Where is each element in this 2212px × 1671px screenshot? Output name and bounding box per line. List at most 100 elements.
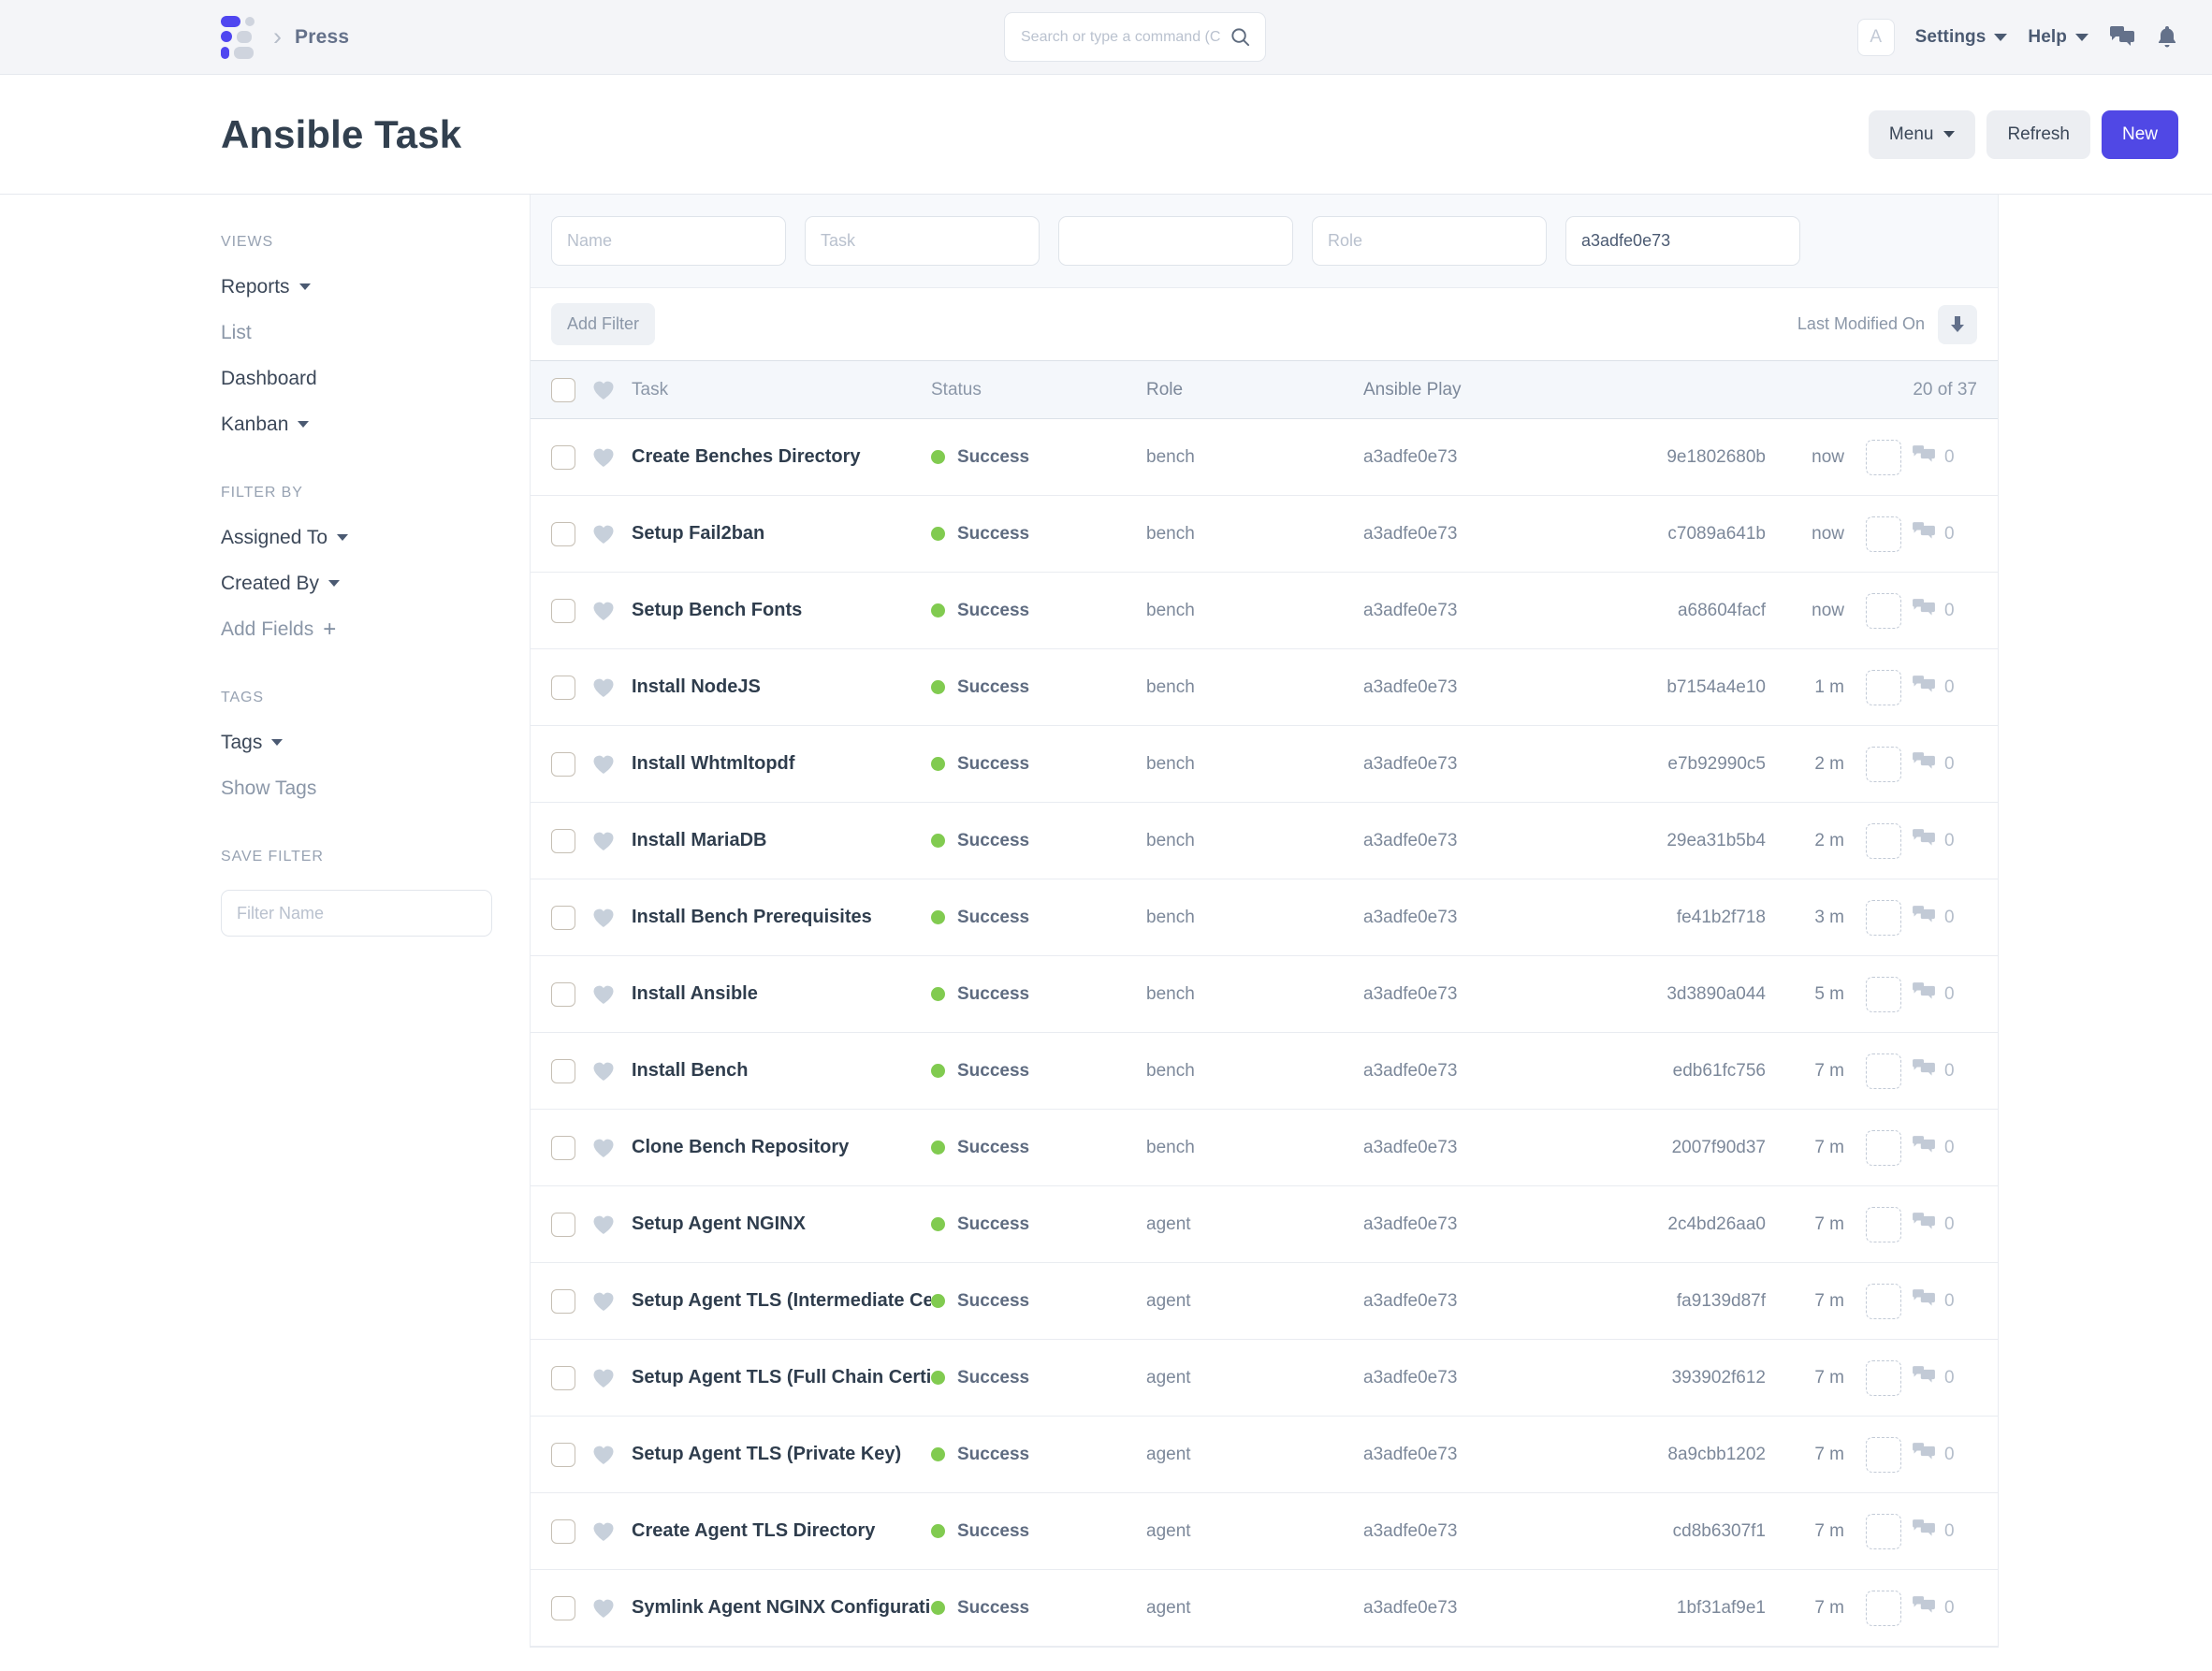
row-task-cell[interactable]: Setup Fail2ban: [632, 523, 931, 545]
table-row[interactable]: Symlink Agent NGINX Configuration Success…: [531, 1570, 1998, 1647]
row-task-name[interactable]: Install NodeJS: [632, 676, 761, 697]
row-task-name[interactable]: Install Bench Prerequisites: [632, 907, 872, 927]
row-comments-cell[interactable]: 0: [1912, 981, 1977, 1007]
heart-icon[interactable]: [592, 984, 632, 1005]
row-checkbox[interactable]: [551, 598, 575, 623]
row-task-cell[interactable]: Setup Agent NGINX: [632, 1213, 931, 1235]
row-checkbox[interactable]: [551, 751, 575, 777]
row-id[interactable]: fa9139d87f: [1676, 1290, 1766, 1311]
table-row[interactable]: Setup Agent TLS (Intermediate Certificat…: [531, 1263, 1998, 1340]
row-id[interactable]: cd8b6307f1: [1672, 1520, 1766, 1541]
row-task-name[interactable]: Create Benches Directory: [632, 446, 861, 467]
row-task-cell[interactable]: Symlink Agent NGINX Configuration: [632, 1597, 931, 1619]
heart-icon[interactable]: [592, 1214, 632, 1235]
row-id[interactable]: 8a9cbb1202: [1667, 1444, 1766, 1464]
avatar-placeholder-icon[interactable]: [1866, 1129, 1901, 1166]
table-row[interactable]: Install Ansible Success bench a3adfe0e73 3d3…: [531, 956, 1998, 1033]
row-task-name[interactable]: Install MariaDB: [632, 830, 767, 850]
row-task-cell[interactable]: Setup Agent TLS (Intermediate Certificat…: [632, 1290, 931, 1312]
row-assignee-cell[interactable]: [1855, 822, 1912, 859]
row-comments-cell[interactable]: 0: [1912, 751, 1977, 777]
search-input[interactable]: [1004, 12, 1266, 62]
table-row[interactable]: Create Agent TLS Directory Success agent a3…: [531, 1493, 1998, 1570]
row-ansible-play[interactable]: a3adfe0e73: [1363, 600, 1458, 620]
row-task-cell[interactable]: Setup Agent TLS (Private Key): [632, 1444, 931, 1465]
row-comments-cell[interactable]: 0: [1912, 1135, 1977, 1160]
row-assignee-cell[interactable]: [1855, 516, 1912, 552]
header-role[interactable]: Role: [1146, 379, 1184, 400]
row-comments-cell[interactable]: 0: [1912, 1212, 1977, 1237]
avatar-placeholder-icon[interactable]: [1866, 516, 1901, 552]
row-id[interactable]: b7154a4e10: [1666, 676, 1766, 697]
avatar-placeholder-icon[interactable]: [1866, 976, 1901, 1012]
row-comments-cell[interactable]: 0: [1912, 1288, 1977, 1314]
row-task-name[interactable]: Install Ansible: [632, 983, 758, 1004]
avatar-placeholder-icon[interactable]: [1866, 439, 1901, 475]
row-comments-cell[interactable]: 0: [1912, 1518, 1977, 1544]
sidebar-show-tags[interactable]: Show Tags: [221, 777, 317, 799]
table-row[interactable]: Create Benches Directory Success bench a3ad…: [531, 419, 1998, 496]
row-assignee-cell[interactable]: [1855, 1206, 1912, 1242]
row-ansible-play[interactable]: a3adfe0e73: [1363, 1137, 1458, 1157]
table-row[interactable]: Setup Bench Fonts Success bench a3adfe0e73 a…: [531, 573, 1998, 649]
refresh-button[interactable]: Refresh: [1986, 109, 2090, 159]
table-row[interactable]: Setup Agent NGINX Success agent a3adfe0e73 2…: [531, 1186, 1998, 1263]
row-id[interactable]: c7089a641b: [1667, 523, 1766, 544]
row-task-name[interactable]: Setup Agent TLS (Full Chain Certificate): [632, 1367, 931, 1388]
row-assignee-cell[interactable]: [1855, 439, 1912, 475]
table-row[interactable]: Setup Agent TLS (Private Key) Success agen…: [531, 1417, 1998, 1493]
heart-icon[interactable]: [592, 1521, 632, 1542]
avatar-placeholder-icon[interactable]: [1866, 746, 1901, 782]
row-ansible-play[interactable]: a3adfe0e73: [1363, 1213, 1458, 1234]
row-ansible-play[interactable]: a3adfe0e73: [1363, 753, 1458, 774]
row-id[interactable]: 3d3890a044: [1666, 983, 1766, 1004]
comments-icon[interactable]: [2109, 25, 2135, 50]
row-checkbox[interactable]: [551, 1288, 575, 1314]
avatar-placeholder-icon[interactable]: [1866, 1513, 1901, 1549]
sort-direction-button[interactable]: [1938, 304, 1977, 344]
avatar-placeholder-icon[interactable]: [1866, 822, 1901, 859]
heart-icon[interactable]: [592, 524, 632, 545]
bell-icon[interactable]: [2156, 25, 2178, 50]
table-row[interactable]: Clone Bench Repository Success bench a3adfe…: [531, 1110, 1998, 1186]
sort-field-label[interactable]: Last Modified On: [1797, 314, 1925, 333]
table-row[interactable]: Install MariaDB Success bench a3adfe0e73 29e…: [531, 803, 1998, 879]
header-task[interactable]: Task: [632, 380, 931, 400]
avatar-placeholder-icon[interactable]: [1866, 1359, 1901, 1396]
row-task-cell[interactable]: Install Whtmltopdf: [632, 753, 931, 775]
search-icon[interactable]: [1230, 26, 1251, 48]
avatar-placeholder-icon[interactable]: [1866, 1053, 1901, 1089]
row-comments-cell[interactable]: 0: [1912, 1442, 1977, 1467]
row-ansible-play[interactable]: a3adfe0e73: [1363, 1444, 1458, 1464]
row-checkbox[interactable]: [551, 1518, 575, 1544]
row-checkbox[interactable]: [551, 1595, 575, 1620]
row-comments-cell[interactable]: 0: [1912, 444, 1977, 470]
row-task-name[interactable]: Create Agent TLS Directory: [632, 1520, 876, 1541]
row-assignee-cell[interactable]: [1855, 1436, 1912, 1473]
table-row[interactable]: Install Whtmltopdf Success bench a3adfe0e73…: [531, 726, 1998, 803]
heart-icon[interactable]: [592, 447, 632, 468]
table-row[interactable]: Setup Fail2ban Success bench a3adfe0e73 c708…: [531, 496, 1998, 573]
row-id[interactable]: e7b92990c5: [1667, 753, 1766, 774]
row-ansible-play[interactable]: a3adfe0e73: [1363, 830, 1458, 850]
row-task-name[interactable]: Install Whtmltopdf: [632, 753, 795, 774]
row-ansible-play[interactable]: a3adfe0e73: [1363, 523, 1458, 544]
row-ansible-play[interactable]: a3adfe0e73: [1363, 1367, 1458, 1388]
row-comments-cell[interactable]: 0: [1912, 1595, 1977, 1620]
row-id[interactable]: 2007f90d37: [1671, 1137, 1766, 1157]
row-ansible-play[interactable]: a3adfe0e73: [1363, 1290, 1458, 1311]
filter-input-name[interactable]: [551, 216, 786, 266]
heart-icon[interactable]: [592, 831, 632, 851]
row-task-name[interactable]: Setup Agent NGINX: [632, 1213, 806, 1234]
row-id[interactable]: 393902f612: [1671, 1367, 1766, 1388]
row-task-cell[interactable]: Setup Agent TLS (Full Chain Certificate): [632, 1367, 931, 1388]
header-ansible-play[interactable]: Ansible Play: [1363, 379, 1462, 400]
row-task-cell[interactable]: Install Bench Prerequisites: [632, 907, 931, 928]
avatar-placeholder-icon[interactable]: [1866, 1590, 1901, 1626]
avatar-placeholder-icon[interactable]: [1866, 1206, 1901, 1242]
row-assignee-cell[interactable]: [1855, 592, 1912, 629]
row-checkbox[interactable]: [551, 1365, 575, 1390]
row-task-name[interactable]: Symlink Agent NGINX Configuration: [632, 1597, 931, 1618]
heart-icon[interactable]: [592, 754, 632, 775]
help-menu[interactable]: Help: [2028, 27, 2088, 48]
